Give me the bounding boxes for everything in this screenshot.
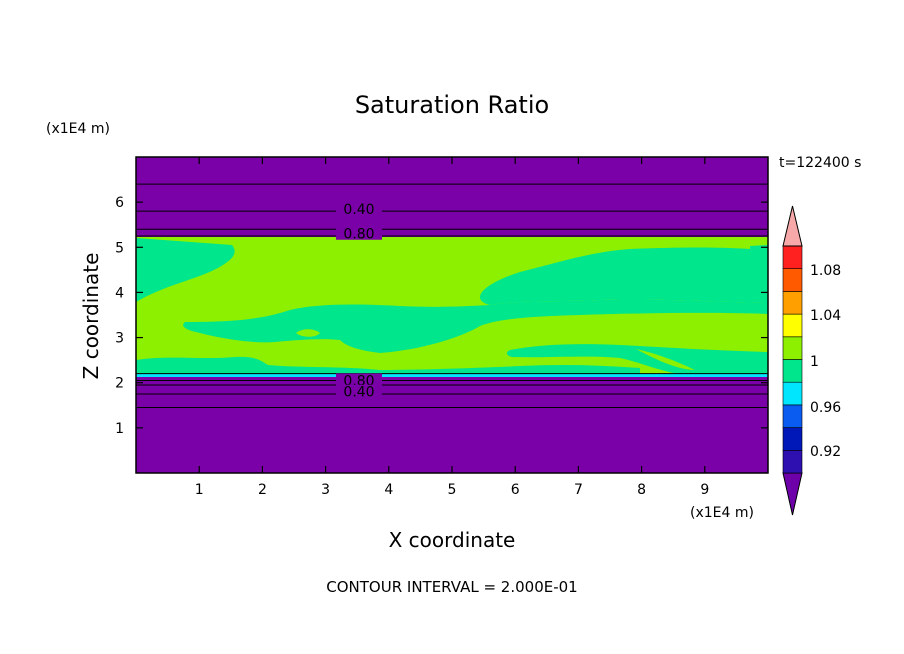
x-tick-label: 1 [195, 482, 204, 498]
contour-label-bg [336, 373, 382, 387]
x-tick-label: 2 [258, 482, 267, 498]
green-streak-right [636, 349, 695, 370]
x-axis-ticks: 1 2 3 4 5 6 7 8 9 [195, 157, 709, 498]
colorbar-tick-label: 0.92 [810, 444, 841, 460]
time-label: t=122400 s [779, 155, 861, 171]
region-saturated-edge [136, 374, 768, 377]
colorbar-cell [782, 381, 803, 406]
teal-zone-lower-right [506, 344, 768, 376]
green-blob-center [296, 329, 320, 337]
colorbar-cell [782, 291, 803, 315]
colorbar-cell [782, 449, 803, 474]
x-tick-label: 9 [700, 482, 709, 498]
teal-band-middle [183, 299, 768, 353]
contour-lines [136, 183, 768, 409]
region-dry-lower [136, 377, 768, 473]
chart-title: Saturation Ratio [355, 91, 549, 119]
teal-zone-upper-left [136, 238, 235, 302]
teal-zone-upper-right [480, 245, 768, 305]
x-tick-label: 8 [637, 482, 646, 498]
colorbar-cell [782, 245, 803, 270]
x-tick-label: 7 [574, 482, 583, 498]
y-tick-label: 6 [115, 195, 124, 211]
colorbar-cell [782, 313, 803, 338]
contour-line-labels: 0.400.800.800.40 [336, 201, 382, 401]
y-scale-label: (x1E4 m) [46, 121, 110, 137]
contour-label: 0.40 [343, 385, 374, 401]
colorbar-cell [782, 336, 803, 360]
x-scale-label: (x1E4 m) [690, 505, 754, 521]
colorbar-tick-label: 0.96 [810, 400, 841, 416]
y-tick-label: 3 [115, 331, 124, 347]
contour-label-bg [336, 384, 382, 398]
colorbar-cell [782, 404, 803, 428]
contour-label-bg [336, 201, 382, 215]
contour-label: 0.40 [343, 202, 374, 218]
contour-field [136, 157, 768, 473]
y-tick-label: 5 [115, 240, 124, 256]
y-axis-ticks: 1 2 3 4 5 6 [115, 195, 768, 437]
contour-label-bg [336, 226, 382, 240]
x-tick-label: 4 [384, 482, 393, 498]
y-axis-label: Z coordinate [79, 253, 103, 380]
colorbar-tick-label: 1.04 [810, 308, 841, 324]
colorbar-tick-label: 1.08 [810, 263, 841, 279]
x-axis-label: X coordinate [389, 528, 516, 552]
colorbar-cell [782, 359, 803, 383]
colorbar-cell [782, 427, 803, 451]
region-dry-upper [136, 157, 768, 238]
y-tick-label: 2 [115, 376, 124, 392]
colorbar-tick-label: 1 [810, 354, 819, 370]
x-tick-label: 3 [321, 482, 330, 498]
colorbar: 1.08 1.04 1 0.96 0.92 [782, 205, 841, 516]
x-tick-label: 6 [511, 482, 520, 498]
colorbar-cell [782, 268, 803, 292]
x-tick-label: 5 [448, 482, 457, 498]
colorbar-bottom-arrow [782, 472, 803, 516]
contour-label: 0.80 [343, 227, 374, 243]
colorbar-top-arrow [782, 205, 803, 247]
y-tick-label: 1 [115, 421, 124, 437]
teal-band-lower [136, 356, 640, 376]
contour-interval-footer: CONTOUR INTERVAL = 2.000E-01 [326, 578, 577, 596]
y-tick-label: 4 [115, 285, 124, 301]
